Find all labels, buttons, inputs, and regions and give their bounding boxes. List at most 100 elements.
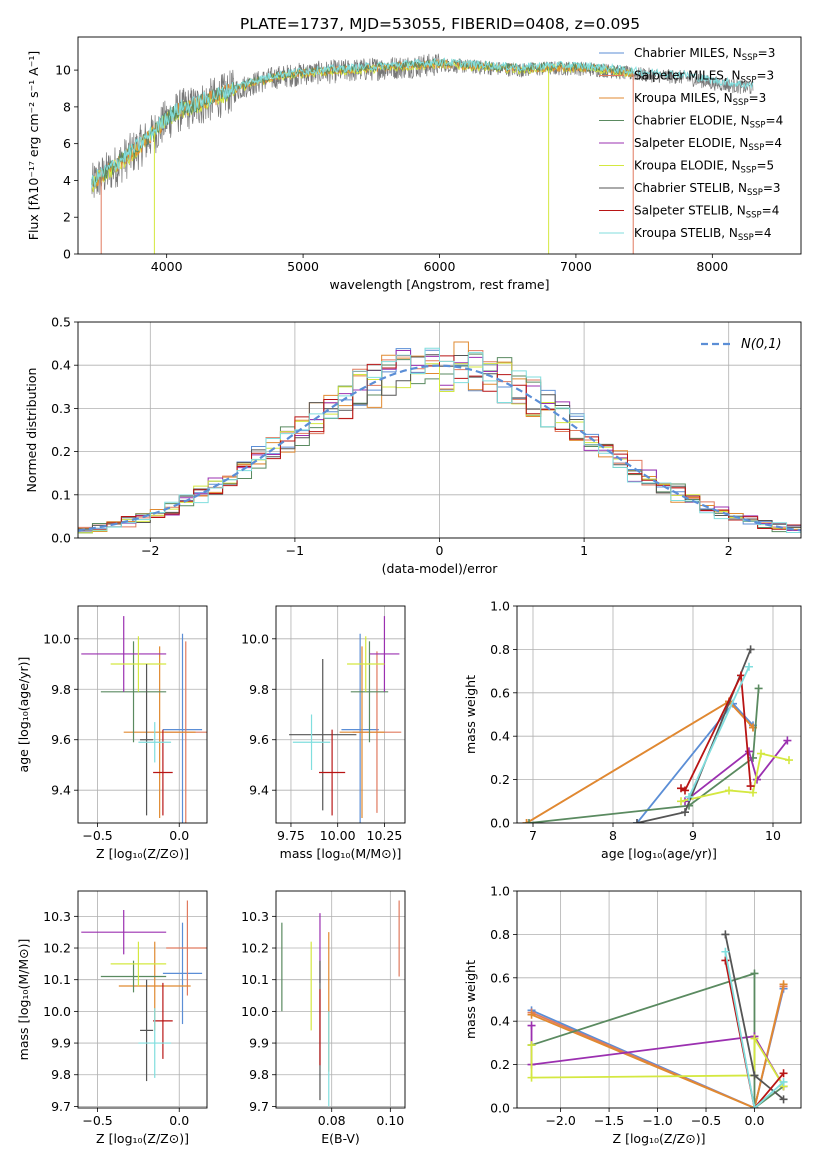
weight-marker (721, 956, 730, 965)
y-axis-label: mass weight (463, 675, 478, 754)
tick-label-x: −1.5 (594, 1113, 624, 1128)
tick-label-y: 9.4 (51, 783, 71, 798)
tick-label-x: 2 (725, 543, 733, 558)
histogram-step (78, 347, 801, 538)
tick-label-y: 0.4 (51, 358, 71, 373)
tick-label-y: 9.8 (249, 1067, 269, 1082)
weight-marker (746, 782, 755, 791)
tick-label-y: 0.2 (490, 772, 510, 787)
tick-label-x: −0.5 (82, 828, 112, 843)
y-axis-label: mass weight (463, 960, 478, 1039)
legend-entry: Kroupa MILES, NSSP=3 (634, 91, 766, 108)
histogram-step (78, 355, 801, 538)
tick-label-x: −2 (141, 543, 159, 558)
tick-label-y: 0.8 (490, 927, 510, 942)
axes-frame (77, 605, 208, 824)
axes-frame (77, 321, 802, 539)
tick-label-y: 4 (63, 173, 71, 188)
normal-reference-curve (78, 364, 801, 532)
tick-label-y: 8 (63, 99, 71, 114)
tick-label-x: 0.10 (376, 1113, 404, 1128)
plot-area-residuals (78, 322, 801, 538)
tick-label-y: 0 (63, 247, 71, 262)
x-axis-label: E(B-V) (321, 1131, 360, 1146)
axes-frame (77, 36, 802, 255)
tick-label-y: 1.0 (490, 599, 510, 614)
tick-label-y: 10 (55, 63, 71, 78)
weight-marker (754, 684, 763, 693)
weight-marker (750, 969, 759, 978)
tick-label-y: 9.4 (249, 783, 269, 798)
weight-series-line (684, 739, 789, 803)
tick-label-y: 10.2 (241, 941, 269, 956)
legend-entry: Kroupa STELIB, NSSP=4 (634, 226, 772, 243)
tick-label-x: 0.0 (169, 1113, 189, 1128)
legend-entry: Salpeter ELODIE, NSSP=4 (634, 136, 782, 153)
tick-label-x: 8 (609, 828, 617, 843)
spectrum-model-line (91, 57, 754, 189)
weight-marker (725, 786, 733, 795)
tick-label-y: 10.2 (43, 941, 71, 956)
weight-marker (779, 1069, 788, 1078)
tick-label-y: 10.3 (43, 909, 71, 924)
tick-label-y: 10.1 (43, 972, 71, 987)
legend-entry: Salpeter STELIB, NSSP=4 (634, 204, 779, 221)
weight-marker (721, 930, 730, 939)
weight-marker (527, 1021, 536, 1030)
tick-label-y: 10.3 (241, 909, 269, 924)
legend-entry: Chabrier MILES, NSSP=3 (634, 46, 775, 63)
weight-marker (685, 792, 693, 801)
x-axis-label: age [log₁₀(age/yr)] (601, 846, 717, 861)
tick-label-y: 10.0 (241, 1004, 269, 1019)
figure-title: PLATE=1737, MJD=53055, FIBERID=0408, z=0… (240, 15, 640, 33)
weight-marker (750, 1104, 759, 1108)
weight-marker (750, 1034, 759, 1043)
weight-marker (677, 797, 685, 806)
x-axis-label: wavelength [Angstrom, rest frame] (329, 277, 549, 292)
weight-marker (779, 980, 788, 989)
legend-entry: Kroupa ELODIE, NSSP=5 (634, 159, 774, 176)
tick-label-y: 0.8 (490, 642, 510, 657)
weight-marker (681, 786, 689, 795)
tick-label-x: 0.0 (745, 1113, 765, 1128)
tick-label-y: 0.0 (51, 531, 71, 546)
tick-label-y: 10.1 (241, 972, 269, 987)
weight-marker (783, 736, 792, 745)
tick-label-y: 9.6 (51, 732, 71, 747)
weight-series-line (680, 672, 752, 792)
tick-label-x: 8000 (696, 259, 728, 274)
tick-label-y: 0.2 (490, 1057, 510, 1072)
axes-frame (77, 890, 208, 1109)
weight-marker (737, 671, 745, 680)
x-axis-label: (data-model)/error (382, 561, 499, 576)
weight-marker (779, 1095, 788, 1104)
y-axis-label: Flux [fλ10⁻¹⁷ erg cm⁻² s⁻¹ A⁻¹] (26, 51, 41, 240)
tick-label-x: 10.25 (367, 828, 403, 843)
tick-label-x: 0.08 (318, 1113, 346, 1128)
tick-label-y: 9.9 (249, 1036, 269, 1051)
tick-label-x: 10 (765, 828, 781, 843)
tick-label-x: −0.5 (82, 1113, 112, 1128)
y-axis-label: Normed distribution (24, 368, 39, 493)
spectrum-model-line (91, 59, 634, 189)
weight-marker (633, 819, 641, 823)
tick-label-x: −0.5 (691, 1113, 721, 1128)
tick-label-x: −1.0 (642, 1113, 672, 1128)
weight-series-line (724, 951, 785, 1108)
tick-label-y: 0.4 (490, 729, 510, 744)
weight-marker (681, 808, 689, 817)
weight-marker (745, 662, 753, 671)
tick-label-y: 0.4 (490, 1014, 510, 1029)
tick-label-x: 1 (580, 543, 588, 558)
weight-series-line (531, 984, 785, 1108)
legend-entry: Salpeter MILES, NSSP=3 (634, 69, 774, 86)
weight-series-line (528, 688, 760, 823)
tick-label-y: 10.0 (43, 631, 71, 646)
spectrum-model-line (91, 58, 633, 188)
tick-label-y: 9.7 (51, 1099, 71, 1114)
weight-marker (527, 1010, 536, 1019)
tick-label-y: 0.6 (490, 685, 510, 700)
tick-label-y: 0.3 (51, 401, 71, 416)
